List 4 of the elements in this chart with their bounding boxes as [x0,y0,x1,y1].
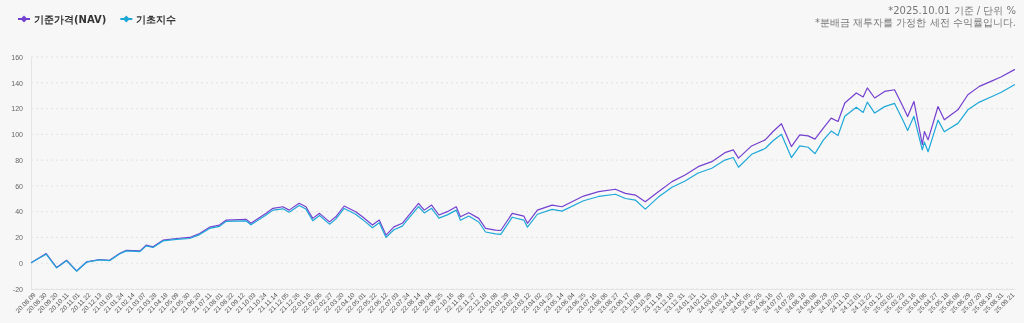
legend-label: 기초지수 [136,13,177,25]
text: *분배금 재투자를 가정한 세전 수익률입니다. [815,17,1016,28]
text: *2025.10.01 기준 / 단위 % [888,5,1016,16]
legend-label: 기준가격(NAV) [34,13,107,25]
